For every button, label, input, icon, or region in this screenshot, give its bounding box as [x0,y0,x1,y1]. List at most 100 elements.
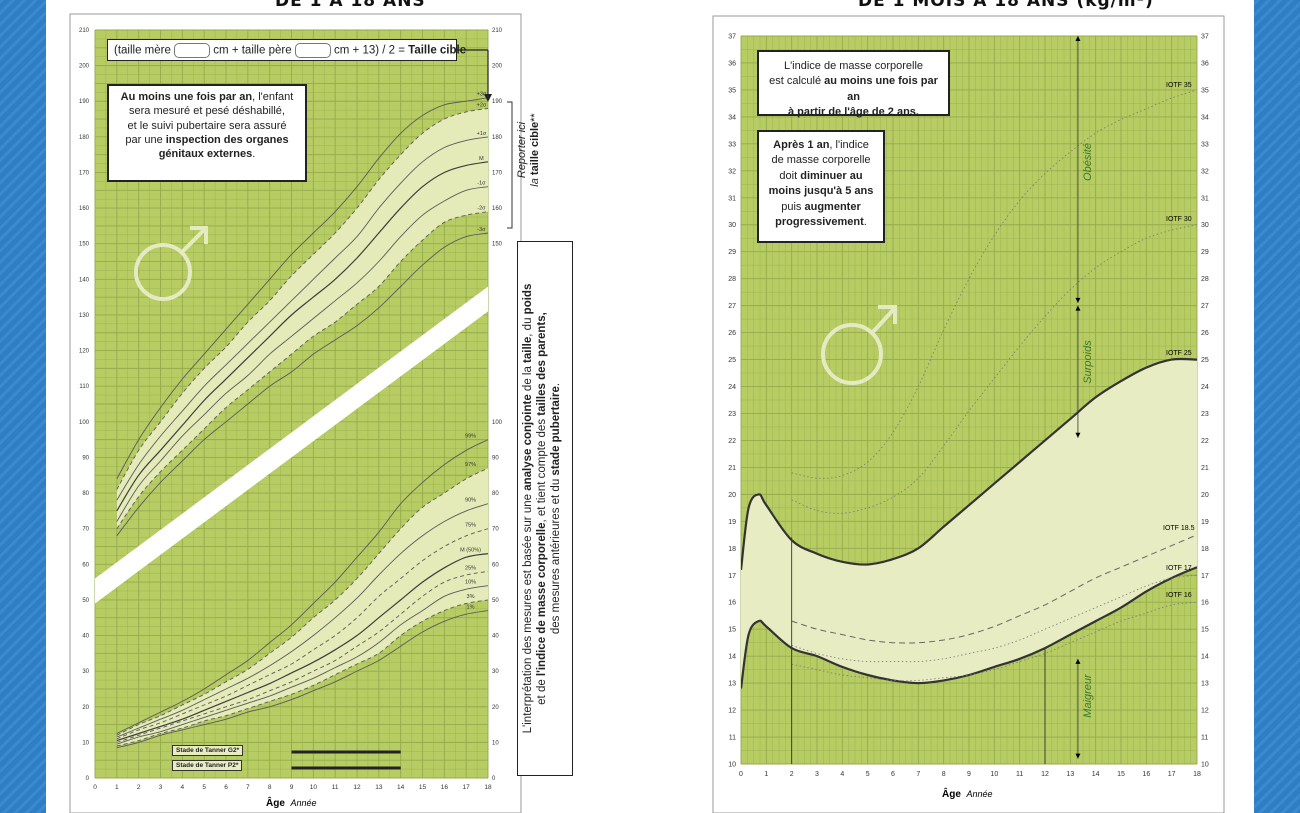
report-label-pre: la [529,175,541,187]
y-tick-label: 100 [79,420,90,426]
x-tick-label: 12 [353,784,361,791]
y-tick-label-right: 14 [1201,654,1209,661]
left-xunit: Année [290,798,317,808]
target-bracket [507,101,513,229]
interp-l3c: . [550,382,562,387]
y-tick-label: 29 [728,249,736,256]
y-tick-label: 180 [79,135,90,141]
interp-l3a: des mesures antérieures et du [550,475,562,635]
zone-arrowhead [1075,658,1081,664]
box2-line6: progressivement [775,215,864,228]
x-tick-label: 13 [1066,771,1074,778]
y-tick-label-right: 11 [1201,735,1208,742]
box1-line3: à partir de l'âge de 2 ans. [787,106,919,119]
bmi-curve-IOTF 35 [791,89,1197,479]
y-tick-label-right: 28 [1201,276,1209,283]
formula-target-label: Taille cible [408,44,467,57]
x-tick-label: 1 [115,784,119,791]
y-tick-label: 140 [79,277,90,283]
zone-maigreur: Maigreur [1082,674,1094,718]
height-curve-+2σ [116,107,488,490]
weight-curve-label: 97% [465,462,476,468]
zone-arrowhead [1075,753,1081,759]
y-tick-label: 130 [79,313,90,319]
weight-curve-90% [116,503,488,738]
report-label-post: ** [529,113,541,122]
left-xlabel-text: Âge [266,798,285,809]
interp-l1b: analyse conjointe [522,394,534,491]
formula-part1: (taille mère [114,44,171,57]
y-tick-label-right: 22 [1201,438,1209,445]
y-tick-label: 11 [729,735,736,742]
y-tick-label: 32 [728,168,736,175]
x-tick-label: 15 [1117,771,1125,778]
info-line1-rest: , l'enfant [252,91,294,103]
interp-l1e: , du [522,314,534,337]
y-tick-label-right: 160 [492,206,503,212]
bmi-curve-P3 [741,566,1197,689]
weight-curve-label: 10% [465,580,476,586]
y-tick-label-right: 50 [492,598,499,604]
y-tick-label: 210 [79,28,90,34]
y-tick-label: 34 [728,114,736,121]
male-symbol-arrowhead [190,226,208,244]
target-height-formula: (taille mère cm + taille père cm + 13) /… [107,39,466,61]
box2-line1a: Après 1 an [773,139,830,151]
info-line2: sera mesuré et pesé déshabillé, [129,105,285,118]
height-curve--2σ [116,211,488,529]
y-tick-label-right: 100 [492,420,503,426]
interp-l2c: , et tient compte des [536,415,548,523]
y-tick-label: 36 [728,60,736,67]
y-tick-label: 110 [79,384,89,390]
height-curve--1σ [116,186,488,522]
x-tick-label: 10 [990,771,998,778]
box2-line2: de masse corporelle [771,154,871,167]
y-tick-label-right: 31 [1201,195,1209,202]
y-tick-label: 60 [82,562,89,568]
formula-part2: cm + taille père [213,44,292,57]
weight-curve-99% [116,439,488,734]
interp-l2a: et de [536,676,548,705]
y-tick-label-right: 29 [1201,249,1209,256]
weight-curve-label: M (50%) [460,548,481,554]
height-curve-+3σ [116,97,488,480]
y-tick-label: 35 [728,87,736,94]
tanner-bar [291,750,401,754]
y-tick-label: 190 [79,99,90,105]
x-tick-label: 14 [1092,771,1100,778]
x-tick-label: 9 [967,771,971,778]
x-tick-label: 2 [790,771,794,778]
mother-height-blank[interactable] [174,43,211,58]
height-curve-label: +3σ [477,92,487,98]
interp-l3b: stade pubertaire [550,386,562,476]
y-tick-label-right: 60 [492,562,499,568]
y-tick-label-right: 190 [492,99,503,105]
male-symbol-arrow [870,307,896,335]
y-tick-label-right: 0 [492,776,496,782]
father-height-blank[interactable] [294,43,331,58]
iotf-17-label: IOTF 17 [1166,565,1192,572]
y-tick-label-right: 26 [1201,330,1209,337]
weight-curve-75% [116,528,488,740]
height-curve-+1σ [116,136,488,501]
y-tick-label-right: 40 [492,634,499,640]
left-info-box: Au moins une fois par an, l'enfant sera … [107,84,307,182]
y-tick-label: 50 [82,598,89,604]
y-tick-label: 25 [728,357,736,364]
weight-curve-label: 99% [465,434,476,440]
x-tick-label: 11 [1016,771,1023,778]
y-tick-label-right: 24 [1201,384,1209,391]
y-tick-label-right: 80 [492,491,499,497]
y-tick-label: 150 [79,242,90,248]
right-xlabel-text: Âge [942,789,961,800]
info-line4-pre: par une [125,133,166,146]
y-tick-label-right: 23 [1201,411,1209,418]
iotf-16-label: IOTF 16 [1166,592,1192,599]
right-xunit: Année [966,789,993,799]
y-tick-label: 40 [82,634,89,640]
weight-curve-label: 3% [467,594,475,600]
weight-curve-label: 75% [465,523,476,529]
y-tick-label: 200 [79,64,90,70]
x-tick-label: 16 [441,784,449,791]
x-tick-label: 18 [1193,771,1201,778]
